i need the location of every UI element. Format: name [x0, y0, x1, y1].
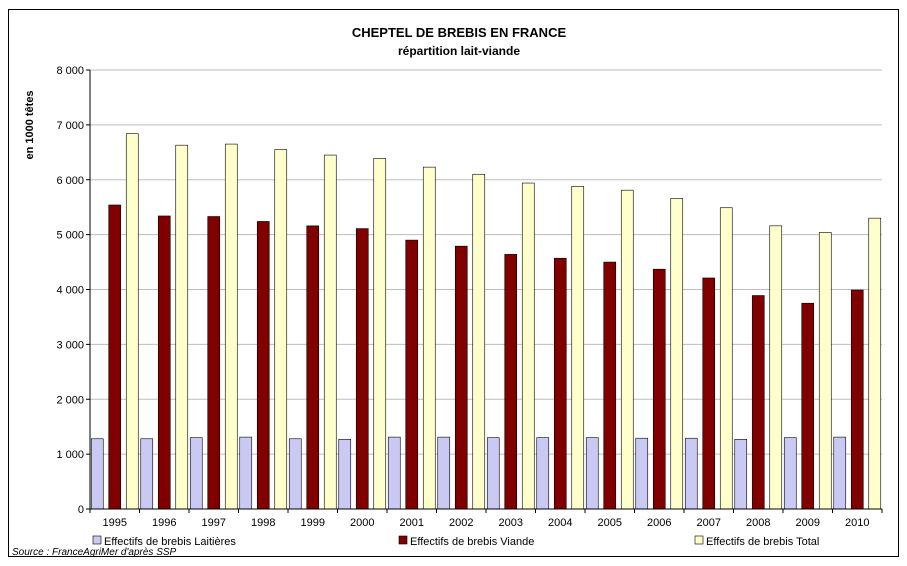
- bar-viande-1998: [256, 221, 270, 510]
- bar-total-1998: [274, 149, 288, 510]
- bar-viande-2007: [702, 277, 716, 510]
- x-tick-label: 2002: [449, 517, 473, 529]
- bar-total-1996: [175, 144, 189, 510]
- bar-viande-1996: [157, 215, 171, 510]
- bar-laitieres-2000: [338, 439, 352, 510]
- bar-total-2007: [719, 207, 733, 510]
- bar-total-1997: [224, 143, 238, 510]
- bar-laitieres-2005: [585, 437, 599, 510]
- bar-laitieres-1999: [288, 438, 302, 510]
- bar-total-2003: [521, 182, 535, 510]
- x-tick-label: 2006: [647, 517, 671, 529]
- bar-total-2009: [818, 232, 832, 510]
- bar-total-2006: [670, 198, 684, 510]
- bar-viande-1995: [108, 204, 122, 510]
- x-tick-label: 2004: [548, 517, 572, 529]
- x-tick-label: 2010: [845, 517, 869, 529]
- bar-total-2002: [472, 173, 486, 510]
- bar-total-2001: [422, 166, 436, 510]
- x-tick-label: 1997: [202, 517, 226, 529]
- y-axis-label: en 1000 têtes: [24, 90, 36, 159]
- bar-viande-2003: [504, 254, 518, 510]
- bar-viande-2001: [405, 239, 419, 510]
- bar-laitieres-1995: [90, 438, 104, 510]
- bar-total-2008: [769, 225, 783, 510]
- bar-viande-2002: [454, 245, 468, 510]
- x-tick-label: 1999: [301, 517, 325, 529]
- bar-total-1999: [323, 154, 337, 510]
- x-tick-label: 1998: [251, 517, 275, 529]
- bar-viande-2005: [603, 261, 617, 510]
- bar-total-1995: [125, 133, 139, 510]
- bar-laitieres-2009: [783, 437, 797, 510]
- x-tick-label: 2009: [796, 517, 820, 529]
- bar-viande-2009: [801, 302, 815, 510]
- bar-laitieres-1998: [239, 436, 253, 510]
- y-tick-label: 1 000: [56, 449, 84, 461]
- x-tick-label: 2000: [350, 517, 374, 529]
- legend-label-viande: Effectifs de brebis Viande: [410, 536, 534, 548]
- y-tick-label: 7 000: [56, 120, 84, 132]
- bar-laitieres-2001: [387, 436, 401, 510]
- bar-total-2004: [571, 186, 585, 510]
- bar-laitieres-2003: [486, 437, 500, 510]
- bar-viande-1999: [306, 225, 320, 510]
- y-tick-label: 5 000: [56, 230, 84, 242]
- y-tick-label: 4 000: [56, 285, 84, 297]
- x-tick-label: 2003: [499, 517, 523, 529]
- chart-frame: 0 1 000 2 000 3 000 4 000 5 000 6 000 7 000 8 00…: [8, 9, 899, 557]
- legend-label-laitieres: Effectifs de brebis Laitières: [104, 536, 236, 548]
- x-tick-label: 1996: [152, 517, 176, 529]
- y-tick-label: 8 000: [56, 65, 84, 77]
- y-ticks: 0 1 000 2 000 3 000 4 000 5 000 6 000 7 000 8 00…: [56, 65, 90, 516]
- bar-total-2000: [373, 158, 387, 510]
- chart-svg: 0 1 000 2 000 3 000 4 000 5 000 6 000 7 000 8 00…: [12, 25, 883, 556]
- bar-laitieres-2008: [734, 439, 748, 510]
- x-tick-label: 2007: [697, 517, 721, 529]
- bar-viande-2006: [652, 268, 666, 510]
- bar-laitieres-2010: [833, 436, 847, 510]
- source-note: Source : FranceAgriMer d'après SSP: [12, 547, 177, 556]
- bar-laitieres-1997: [189, 437, 203, 510]
- bar-viande-2004: [553, 257, 567, 510]
- y-tick-label: 6 000: [56, 175, 84, 187]
- bar-laitieres-1996: [140, 438, 154, 510]
- bar-viande-1997: [207, 216, 221, 510]
- bar-laitieres-2007: [684, 437, 698, 510]
- x-ticks: 1995 1996 1997 1998 1999 2000 2001 2002 2003 2004…: [89, 509, 883, 529]
- x-tick-label: 2008: [746, 517, 770, 529]
- y-tick-label: 3 000: [56, 339, 84, 351]
- legend-label-total: Effectifs de brebis Total: [706, 536, 819, 548]
- legend: Effectifs de brebis Laitières Effectifs d…: [92, 535, 819, 548]
- bar-viande-2008: [751, 295, 765, 510]
- bar-laitieres-2004: [536, 437, 550, 510]
- bar-viande-2010: [850, 289, 864, 510]
- x-tick-label: 2005: [598, 517, 622, 529]
- y-tick-label: 2 000: [56, 394, 84, 406]
- x-tick-label: 2001: [400, 517, 424, 529]
- bar-laitieres-2006: [635, 437, 649, 510]
- y-tick-label: 0: [78, 504, 84, 516]
- legend-swatch-laitieres: [92, 535, 102, 545]
- bars: [90, 133, 882, 510]
- legend-swatch-total: [694, 535, 704, 545]
- chart-subtitle: répartition lait-viande: [398, 44, 520, 58]
- bar-viande-2000: [355, 228, 369, 510]
- bar-laitieres-2002: [437, 436, 451, 510]
- chart-title: CHEPTEL DE BREBIS EN FRANCE: [352, 25, 567, 40]
- legend-swatch-viande: [398, 535, 408, 545]
- bar-total-2010: [868, 217, 882, 510]
- gridlines: [90, 69, 882, 455]
- x-tick-label: 1995: [103, 517, 127, 529]
- bar-total-2005: [620, 189, 634, 510]
